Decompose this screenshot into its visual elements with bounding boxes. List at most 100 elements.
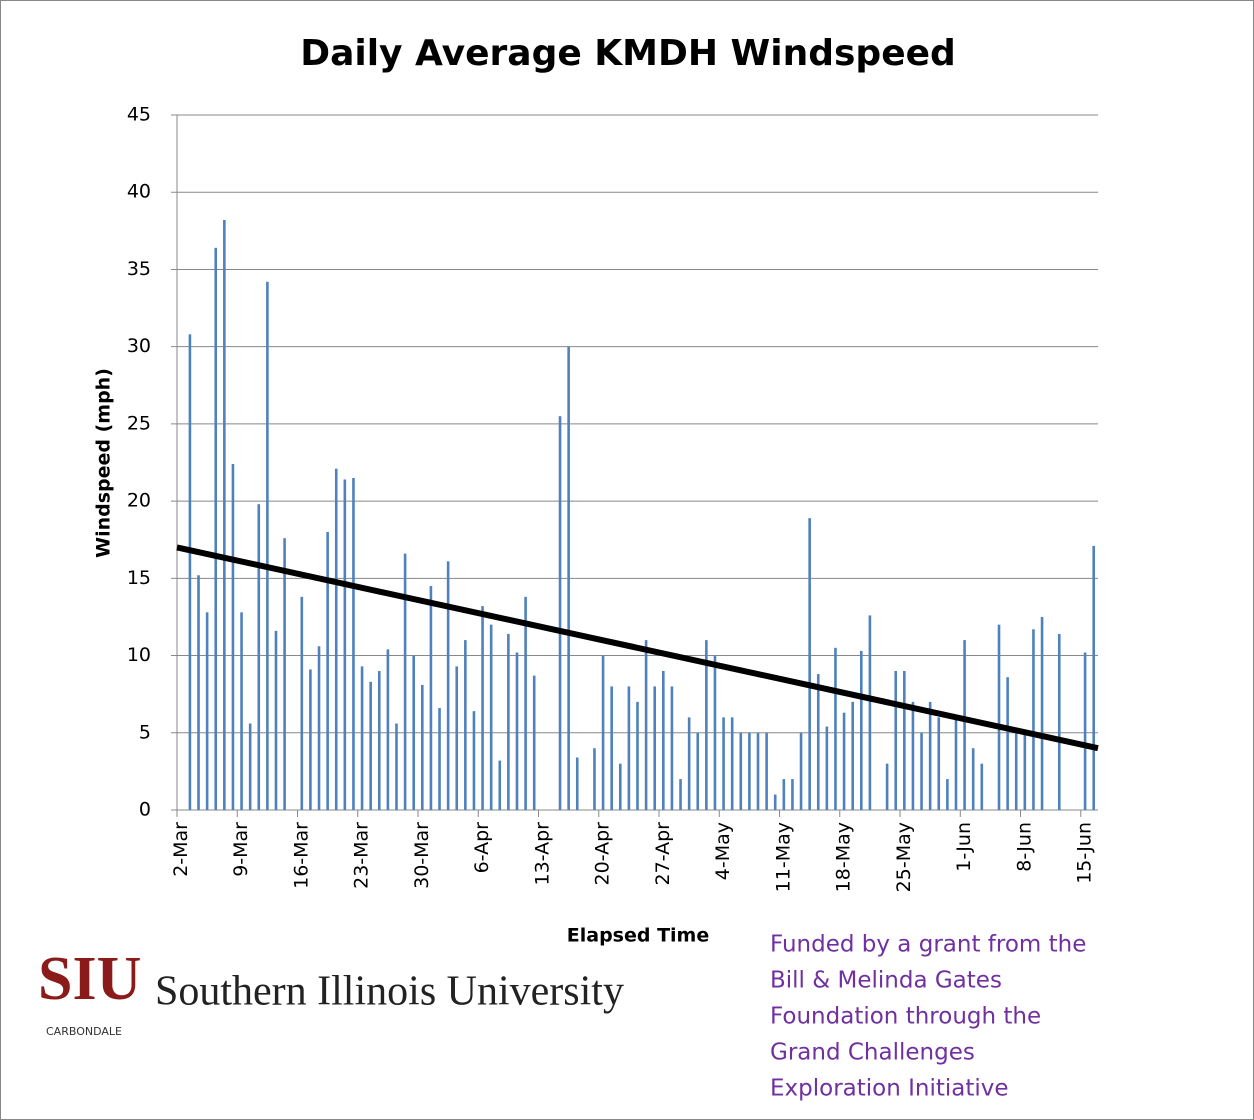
x-tick-label: 20-Apr	[592, 822, 614, 886]
bar	[188, 334, 192, 810]
bar	[618, 763, 622, 810]
x-tick-label: 6-Apr	[471, 822, 493, 874]
bar	[205, 612, 209, 810]
bar	[214, 247, 218, 811]
x-tick-label: 23-Mar	[351, 822, 373, 889]
bar	[334, 468, 338, 810]
bar	[799, 732, 803, 810]
bar	[248, 723, 252, 810]
bar	[834, 647, 837, 810]
bar	[610, 686, 613, 810]
bar	[360, 666, 364, 810]
bar	[464, 640, 467, 810]
bar	[489, 624, 493, 810]
bar	[386, 649, 390, 810]
bar	[1006, 677, 1009, 810]
y-tick-label: 40	[127, 181, 151, 203]
bar	[403, 553, 407, 810]
bar	[240, 612, 243, 810]
bar	[472, 711, 476, 810]
bar	[885, 763, 889, 810]
bar	[274, 630, 278, 810]
bar	[713, 655, 717, 810]
bar	[481, 606, 484, 810]
bar	[1083, 652, 1087, 810]
bar	[575, 757, 579, 810]
bar	[911, 701, 915, 810]
x-tick-label: 4-May	[712, 822, 734, 880]
bar	[429, 586, 433, 810]
bar	[421, 684, 424, 810]
bar	[696, 732, 700, 810]
bar	[412, 655, 416, 810]
y-tick-label: 15	[127, 567, 151, 589]
bar	[1040, 616, 1044, 810]
x-tick-label: 13-Apr	[531, 822, 553, 886]
x-tick-label: 30-Mar	[411, 822, 433, 889]
bar	[395, 723, 398, 810]
bar	[773, 794, 777, 810]
bar	[980, 763, 984, 810]
bar	[1023, 732, 1027, 810]
x-tick-label: 1-Jun	[953, 822, 975, 872]
y-tick-label: 10	[127, 644, 151, 666]
bar	[266, 281, 269, 810]
bar	[343, 479, 347, 810]
bar	[507, 633, 510, 810]
y-axis-label: Windspeed (mph)	[93, 368, 115, 558]
x-axis-label: Elapsed Time	[567, 925, 709, 947]
bar	[868, 615, 872, 810]
y-tick-label: 0	[139, 799, 151, 821]
bar	[756, 732, 760, 810]
bar	[1092, 545, 1095, 810]
y-tick-label: 20	[127, 490, 151, 512]
bar	[567, 346, 570, 810]
logo-mark: SIU	[38, 945, 141, 1013]
x-tick-label: 8-Jun	[1013, 822, 1035, 872]
bar	[997, 624, 1001, 810]
bar	[352, 477, 355, 810]
bar	[283, 538, 286, 810]
bar	[687, 717, 691, 810]
bar	[928, 701, 932, 810]
funding-note: Funded by a grant from the	[770, 932, 1086, 958]
bar	[722, 717, 725, 810]
bar	[653, 686, 657, 810]
bar	[446, 561, 450, 810]
funding-note: Grand Challenges	[770, 1040, 975, 1066]
bar	[558, 416, 562, 810]
funding-note: Foundation through the	[770, 1004, 1041, 1030]
x-tick-label: 2-Mar	[170, 822, 192, 877]
y-tick-label: 45	[127, 104, 151, 126]
bar	[662, 671, 665, 810]
x-tick-label: 9-Mar	[230, 822, 252, 877]
bar	[963, 640, 966, 810]
funding-note: Exploration Initiative	[770, 1076, 1009, 1102]
bar	[903, 671, 906, 810]
bar	[825, 726, 829, 810]
bar	[851, 701, 854, 810]
bar	[515, 652, 519, 810]
trendline	[176, 544, 1099, 752]
bar	[231, 464, 235, 810]
bar	[1057, 633, 1061, 810]
y-tick-label: 30	[127, 335, 151, 357]
bar	[317, 646, 321, 810]
bar	[223, 220, 226, 810]
funding-note: Bill & Melinda Gates	[770, 968, 1002, 994]
bar	[644, 640, 648, 810]
bar	[808, 518, 811, 810]
bar	[438, 708, 441, 810]
bar	[859, 650, 863, 810]
bar	[197, 575, 200, 810]
bar	[748, 732, 751, 810]
bar	[532, 675, 536, 810]
bar	[377, 671, 381, 810]
bar	[498, 760, 502, 810]
bar	[765, 732, 768, 810]
x-tick-label: 18-May	[833, 822, 855, 892]
bar	[730, 717, 734, 810]
bar	[816, 674, 820, 810]
